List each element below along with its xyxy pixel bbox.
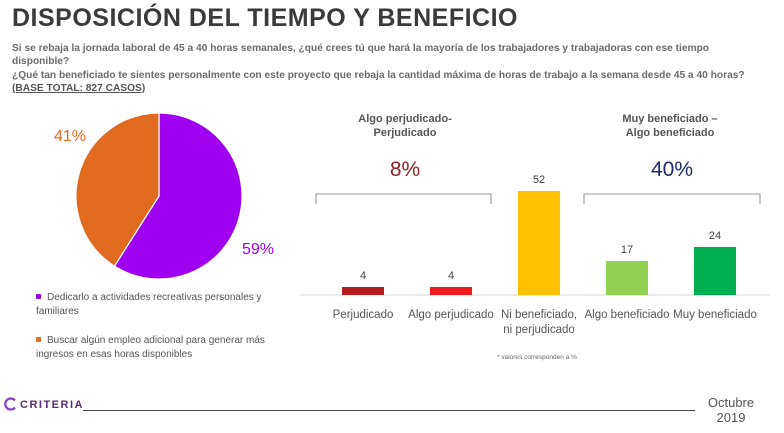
legend-item-empleo: Buscar algún empleo adicional para gener…	[36, 334, 286, 362]
pie-slice-1	[75, 112, 160, 267]
question-1: Si se rebaja la jornada laboral de 45 a …	[12, 43, 710, 67]
pie-chart	[75, 112, 243, 280]
page-title: DISPOSICIÓN DEL TIEMPO Y BENEFICIO	[12, 4, 518, 32]
date-year: 2019	[716, 410, 746, 425]
values-note: * valores corresponden a %	[497, 354, 577, 361]
bar-category-label-2-0: Ni beneficiado,	[501, 309, 577, 321]
bar-category-label-3: Algo beneficiado	[584, 309, 669, 321]
group-bracket-left	[315, 193, 492, 204]
group-pct-perjudicado: 8%	[389, 158, 421, 181]
pie-label-purple: 59%	[242, 241, 275, 258]
bar-category-label-4: Muy beneficiado	[673, 309, 757, 321]
bar-category-label-0: Perjudicado	[333, 309, 394, 321]
group-title-perjudicado-line1: Algo perjudicado-	[358, 113, 452, 125]
legend-label-recreativas: Dedicarlo a actividades recreativas pers…	[36, 292, 262, 317]
footer-line	[83, 410, 695, 411]
question-2: ¿Qué tan beneficiado te sientes personal…	[12, 70, 772, 95]
legend-label-empleo: Buscar algún empleo adicional para gener…	[36, 335, 265, 360]
group-title-beneficiado-line1: Muy beneficiado –	[622, 113, 718, 125]
bar-category-label-1: Algo perjudicado	[408, 309, 494, 321]
bar-value-label-4: 24	[709, 230, 721, 242]
bar-4	[694, 247, 736, 295]
bar-chart: 4 Perjudicado 4 Algo perjudicado 52 Ni benefi…	[300, 174, 770, 336]
bar-value-label-1: 4	[448, 270, 454, 282]
criteria-logo-icon	[4, 397, 16, 411]
date-month: Octubre	[707, 395, 755, 410]
group-title-beneficiado-line2: Algo beneficiado	[625, 127, 715, 139]
group-title-beneficiado: Muy beneficiado – Algo beneficiado	[580, 112, 760, 140]
group-bracket-right	[583, 193, 761, 204]
bar-1	[430, 287, 472, 295]
bar-value-label-3: 17	[621, 244, 633, 256]
base-text: (BASE TOTAL: 827 CASOS)	[12, 82, 146, 94]
bar-0	[342, 287, 384, 295]
legend-swatch-orange	[36, 336, 41, 342]
group-title-perjudicado: Algo perjudicado- Perjudicado	[320, 112, 490, 140]
legend-swatch-purple	[36, 293, 41, 299]
group-title-perjudicado-line2: Perjudicado	[373, 127, 437, 139]
bar-3	[606, 261, 648, 295]
date: Octubre 2019	[706, 395, 756, 425]
pie-slice-0	[113, 112, 243, 280]
bar-value-label-0: 4	[360, 270, 366, 282]
pie-label-orange: 41%	[54, 128, 87, 145]
bar-2	[518, 191, 560, 295]
criteria-logo-text: CRITERIA	[20, 398, 84, 411]
question-2-text: ¿Qué tan beneficiado te sientes personal…	[12, 70, 745, 81]
criteria-logo: CRITERIA	[4, 397, 84, 412]
bar-category-label-2-1: ni perjudicado	[503, 324, 575, 336]
bar-value-label-2: 52	[533, 174, 545, 186]
group-pct-beneficiado: 40%	[650, 158, 694, 181]
legend-item-recreativas: Dedicarlo a actividades recreativas pers…	[36, 291, 286, 319]
